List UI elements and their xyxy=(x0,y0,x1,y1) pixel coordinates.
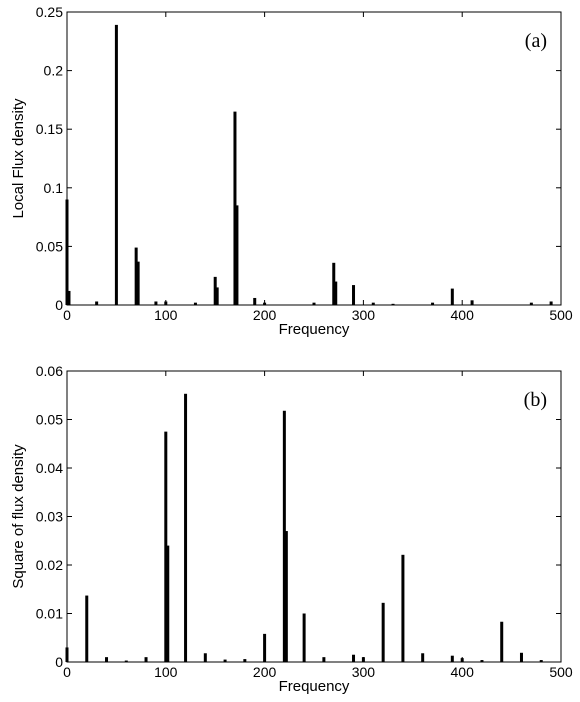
y-tick-label: 0.02 xyxy=(36,557,63,573)
spectrum-bar xyxy=(361,657,365,662)
spectrum-bar xyxy=(65,199,69,305)
x-tick-label: 200 xyxy=(253,664,277,680)
y-tick-label: 0 xyxy=(55,297,63,313)
y-tick-label: 0.25 xyxy=(36,4,63,20)
spectrum-bar xyxy=(352,654,356,662)
spectrum-bar xyxy=(450,655,454,662)
spectrum-bar xyxy=(144,657,148,662)
y-tick-label: 0.04 xyxy=(36,460,63,476)
spectrum-bar xyxy=(213,276,217,305)
spectrum-bar xyxy=(223,659,227,662)
x-tick-label: 500 xyxy=(549,664,573,680)
spectrum-bar xyxy=(322,657,326,662)
x-tick-label: 0 xyxy=(63,307,71,323)
y-tick-label: 0 xyxy=(55,654,63,670)
spectrum-bar xyxy=(215,287,219,305)
spectrum-bar xyxy=(85,595,89,662)
spectrum-bar xyxy=(243,659,247,662)
spectrum-bar xyxy=(500,621,504,662)
spectrum-bar xyxy=(381,602,385,662)
x-tick-label: 0 xyxy=(63,664,71,680)
spectrum-bar xyxy=(65,647,69,662)
spectrum-bar xyxy=(421,653,425,662)
x-tick-label: 100 xyxy=(154,307,178,323)
spectrum-bar xyxy=(203,653,207,662)
spectrum-bar xyxy=(352,285,356,305)
spectrum-bar xyxy=(235,205,239,305)
plot-frame xyxy=(66,11,562,306)
y-tick-label: 0.2 xyxy=(44,63,64,79)
x-tick-label: 200 xyxy=(253,307,277,323)
spectrum-bar xyxy=(401,554,405,662)
x-axis-label: Frequency xyxy=(279,321,350,338)
spectrum-bar xyxy=(334,281,338,305)
spectrum-bar xyxy=(302,613,306,662)
spectrum-bar xyxy=(431,302,435,305)
spectrum-bar xyxy=(282,410,286,662)
plot-frame xyxy=(66,370,562,663)
panel-a-local-flux-density: 0 100 200 300 400 500 0 0.05 0.1 0.15 0.2 0.25 Frequ… xyxy=(10,4,573,338)
panel-b-square-of-flux-density: 0 100 200 300 400 500 0 0.01 0.02 0.03 0.04 0.05 0.0… xyxy=(10,363,573,695)
y-tick-label: 0.06 xyxy=(36,363,63,379)
y-tick-label: 0.05 xyxy=(36,238,63,254)
spectrum-bar xyxy=(371,302,375,305)
spectrum-bar xyxy=(67,290,71,305)
y-tick-label: 0.01 xyxy=(36,606,63,622)
spectrum-bar xyxy=(114,24,118,306)
spectrum-bar xyxy=(95,301,99,305)
spectrum-bar xyxy=(105,657,109,662)
panel-label: (b) xyxy=(524,389,547,411)
spectrum-bar xyxy=(253,297,257,305)
spectrum-bar xyxy=(124,660,128,662)
spectrum-bar xyxy=(480,660,484,662)
x-tick-label: 300 xyxy=(352,307,376,323)
spectrum-bar xyxy=(164,301,168,305)
spectrum-bar xyxy=(134,247,138,305)
spectrum-bar xyxy=(519,652,523,662)
spectrum-bar xyxy=(332,262,336,305)
spectrum-bar xyxy=(154,301,158,305)
y-axis-label: Square of flux density xyxy=(10,444,27,589)
x-tick-label: 300 xyxy=(352,664,376,680)
y-axis-label: Local Flux density xyxy=(10,98,27,219)
spectrum-bar xyxy=(263,302,267,305)
spectrum-bar xyxy=(539,660,543,662)
spectrum-bar xyxy=(184,393,188,662)
spectrum-bar xyxy=(391,303,395,305)
spectrum-bar xyxy=(312,302,316,305)
y-tick-label: 0.03 xyxy=(36,509,63,525)
spectrum-bar xyxy=(166,545,170,662)
spectrum-bar xyxy=(136,261,140,305)
spectrum-bar xyxy=(529,302,533,305)
y-tick-label: 0.15 xyxy=(36,121,63,137)
x-axis-label: Frequency xyxy=(279,678,350,695)
spectrum-bar xyxy=(263,633,267,662)
spectrum-bar xyxy=(450,288,454,305)
x-tick-label: 400 xyxy=(451,664,475,680)
panel-label: (a) xyxy=(525,30,547,52)
spectrum-bar xyxy=(193,302,197,305)
spectrum-bar xyxy=(460,658,464,662)
spectrum-bar xyxy=(470,300,474,305)
spectrum-bar xyxy=(549,301,553,305)
spectrum-bar xyxy=(284,531,288,662)
x-tick-label: 100 xyxy=(154,664,178,680)
y-tick-label: 0.05 xyxy=(36,412,63,428)
x-tick-label: 500 xyxy=(549,307,573,323)
spectrum-bar xyxy=(164,431,168,662)
x-tick-label: 400 xyxy=(451,307,475,323)
spectrum-bar xyxy=(233,111,237,306)
y-tick-label: 0.1 xyxy=(44,180,64,196)
